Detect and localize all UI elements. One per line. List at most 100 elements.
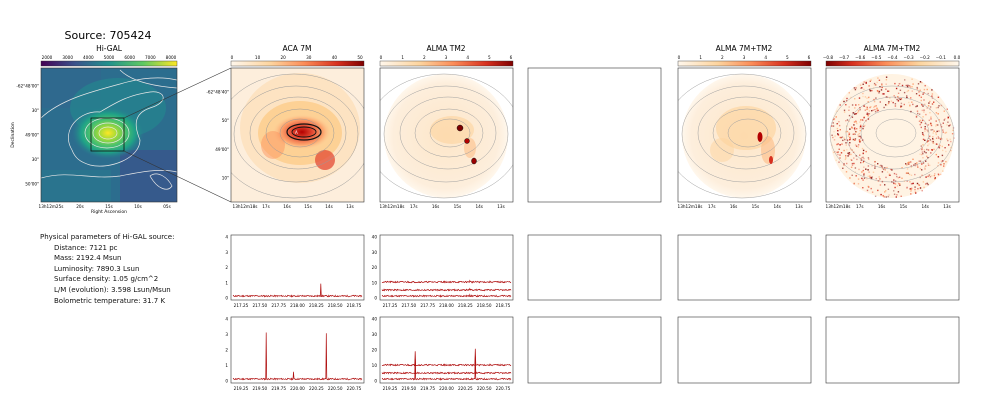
spectrum-aca-row2: 219.25 219.50 219.75 220.00 220.25 220.50 220.… [225,316,365,391]
x-tick-label: 05s [163,204,171,209]
x-tick-label: 13s [346,204,354,209]
colorbar [825,60,960,67]
colorbar-tick-label: 3 [445,55,448,60]
x-tick-label: 13h12m18s [678,204,703,209]
zoom-connector-top [123,67,232,119]
colorbar-tick-label: 0 [678,55,681,60]
empty-spectrum-panel [825,316,960,384]
y-tick-label: 3 [225,332,228,337]
empty-spectrum-panel [677,316,812,384]
colorbar-tick-label: 5000 [104,55,115,60]
y-tick-labels: 0 1 2 3 4 [225,317,228,384]
colorbar-tick-label: 8000 [166,55,177,60]
y-tick-label: -62°48'40" [206,90,229,95]
spectrum-frame [230,316,365,384]
x-tick-label: 17s [410,204,418,209]
param-mass: Mass: 2192.4 Msun [54,254,122,263]
param-lm-evolution: L/M (evolution): 3.598 Lsun/Msun [54,285,171,294]
y-tick-label: 1 [225,363,228,368]
x-tick-label: 13s [795,204,803,209]
y-tick-label: 20 [372,265,378,270]
x-tick-label: 218.00 [290,303,305,308]
y-tick-label: 0 [225,296,228,301]
spectrum-line [381,362,512,381]
x-tick-label: 220.00 [290,386,305,391]
x-tick-label: 218.00 [439,303,454,308]
map-frame [825,67,960,203]
spectrum-trace [232,283,363,298]
x-tick-label: 16s [730,204,738,209]
colorbar-tick-label: −0.5 [871,55,882,60]
x-tick-label: 219.75 [420,386,435,391]
y-tick-label: 20 [372,348,378,353]
svg-text:A: A [295,130,298,135]
y-tick-label: 1 [225,280,228,285]
y-tick-label: 10" [222,176,229,181]
panel-alma-7m-tm2: ALMA 7M+TM2 0 1 2 3 4 5 6 13h12m18s 17s 16s 15s 14… [678,44,812,209]
map-frame [379,67,514,203]
x-tick-label: 219.25 [234,386,249,391]
x-tick-label: 220.50 [328,386,343,391]
x-tick-label: 15s [752,204,760,209]
colorbar-ticks: 0 10 20 30 40 50 [231,55,363,60]
x-tick-label: 218.50 [328,303,343,308]
x-tick-labels: 13h12m18s 17s 16s 15s 14s 13s [826,204,951,209]
x-tick-label: 13s [943,204,951,209]
param-distance: Distance: 7121 pc [54,243,118,252]
x-tick-label: 17s [708,204,716,209]
x-tick-label: 17s [856,204,864,209]
panel-title: ALMA 7M+TM2 [864,44,921,53]
colorbar-tick-label: 1 [401,55,404,60]
colorbar-ticks: −0.8 −0.7 −0.6 −0.5 −0.4 −0.3 −0.2 −0.1 0.0 [823,55,961,60]
x-tick-label: 218.75 [347,303,362,308]
colorbar-tick-label: 40 [332,55,338,60]
colorbar-tick-label: −0.6 [855,55,866,60]
panel-title: ACA 7M [283,44,312,53]
empty-spectrum-panel [527,316,662,384]
x-tick-label: 219.50 [402,386,417,391]
x-tick-label: 20s [76,204,84,209]
y-tick-label: -62°48'00" [16,84,39,89]
empty-panel-top [527,67,662,203]
x-tick-label: 13h12m18s [826,204,851,209]
spectrum-frame [230,234,365,301]
colorbar-tick-label: 30 [306,55,312,60]
y-tick-label: 50'00" [25,182,39,187]
colorbar-tick-label: 0 [380,55,383,60]
map-image [678,68,811,202]
x-tick-label: 16s [432,204,440,209]
x-tick-label: 220.75 [347,386,362,391]
x-tick-labels: 219.25 219.50 219.75 220.00 220.25 220.50 220.… [234,386,362,391]
spectrum-trace [381,348,512,381]
x-tick-labels: 217.25 217.50 217.75 218.00 218.25 218.50 218.… [383,303,511,308]
y-tick-label: 0 [374,296,377,301]
colorbar-tick-label: −0.2 [920,55,931,60]
y-tick-label: 10 [372,280,378,285]
colorbar-tick-label: 5 [786,55,789,60]
x-tick-label: 15s [454,204,462,209]
panel-title: ALMA TM2 [426,44,465,53]
y-tick-label: 0 [374,379,377,384]
spectrum-line [381,279,512,284]
empty-spectrum-panel [677,234,812,301]
x-tick-label: 10s [134,204,142,209]
x-tick-label: 17s [262,204,270,209]
colorbar-tick-label: 5 [488,55,491,60]
y-tick-label: 49'00" [25,133,39,138]
colorbar-tick-label: 10 [255,55,261,60]
spectrum-tm2-row1: 217.25 217.50 217.75 218.00 218.25 218.50 218.… [372,234,514,308]
spectrum-aca-row1: 217.25 217.50 217.75 218.00 218.25 218.50 218.… [225,234,365,308]
y-tick-label: 0 [225,379,228,384]
map-frame [230,67,365,203]
colorbar-tick-label: 3000 [62,55,73,60]
x-tick-label: 220.25 [458,386,473,391]
y-tick-labels: 0 10 20 30 40 [372,317,378,384]
x-tick-label: 15s [105,204,113,209]
colorbar-tick-label: 7000 [145,55,156,60]
x-tick-label: 218.50 [477,303,492,308]
x-tick-label: 218.75 [496,303,511,308]
spectrum-frame [379,234,514,301]
x-tick-label: 218.25 [309,303,324,308]
x-tick-labels: 217.25 217.50 217.75 218.00 218.25 218.50 218.… [234,303,362,308]
